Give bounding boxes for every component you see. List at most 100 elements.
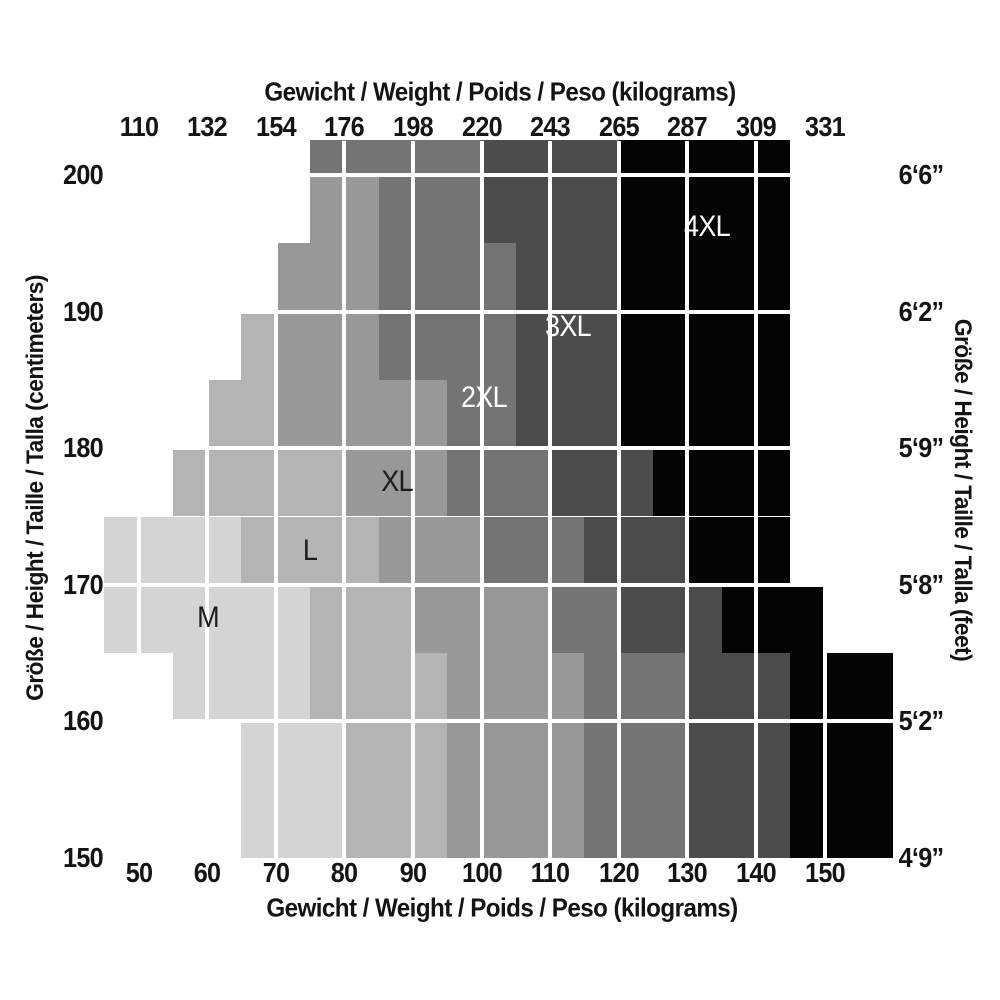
size-cell-4XL xyxy=(790,789,894,858)
size-cell-XL xyxy=(447,653,585,722)
top-tick-label: 331 xyxy=(804,111,846,142)
size-cell-3XL xyxy=(618,584,722,654)
left-tick-label: 160 xyxy=(63,705,104,737)
top-tick-label: 198 xyxy=(392,111,434,142)
size-zone-label-XL: XL xyxy=(381,465,413,499)
grid-line-vertical xyxy=(136,140,141,858)
top-axis-title: Gewicht / Weight / Poids / Peso (kilogra… xyxy=(264,76,736,107)
size-cell-4XL xyxy=(687,516,791,585)
grid-line-vertical xyxy=(273,140,278,858)
size-cell-M xyxy=(241,789,345,858)
top-tick-label: 309 xyxy=(736,111,777,142)
size-cell-M xyxy=(172,653,311,722)
size-cell-L xyxy=(310,584,413,654)
size-cell-3XL xyxy=(515,243,619,312)
bottom-tick-label: 100 xyxy=(461,857,503,888)
size-cell-L xyxy=(241,516,379,585)
size-cell-2XL xyxy=(378,311,516,380)
bottom-tick-label: 50 xyxy=(125,857,152,888)
size-zone-label-L: L xyxy=(302,533,318,567)
size-cell-4XL xyxy=(618,243,791,312)
size-cell-4XL xyxy=(653,448,791,517)
right-tick-label: 4‘9” xyxy=(898,842,944,873)
grid-line-vertical xyxy=(822,140,827,858)
size-cell-3XL xyxy=(687,789,791,858)
bottom-tick-label: 60 xyxy=(193,857,221,888)
left-tick-label: 170 xyxy=(63,568,104,600)
right-tick-label: 5‘8” xyxy=(898,568,944,600)
top-tick-label: 176 xyxy=(324,111,365,142)
size-cell-3XL xyxy=(584,516,688,585)
size-cell-4XL xyxy=(790,721,894,790)
size-zone-label-M: M xyxy=(196,600,220,634)
bottom-tick-label: 150 xyxy=(804,857,846,888)
grid-line-horizontal xyxy=(104,309,894,314)
size-cell-3XL xyxy=(515,311,619,380)
grid-line-vertical xyxy=(753,140,758,858)
size-cell-L xyxy=(344,721,448,790)
size-cell-2XL xyxy=(584,789,688,858)
size-zone-label-2XL: 2XL xyxy=(461,380,508,414)
top-tick-label: 287 xyxy=(667,111,708,142)
size-cell-2XL xyxy=(378,175,482,244)
size-cell-L xyxy=(344,789,448,858)
size-cell-XL xyxy=(447,721,585,790)
top-tick-label: 243 xyxy=(530,111,571,142)
right-tick-label: 5‘9” xyxy=(898,432,944,464)
size-cell-M xyxy=(241,721,345,790)
grid-line-horizontal xyxy=(104,719,894,724)
size-cell-XL xyxy=(275,243,379,312)
bottom-tick-label: 130 xyxy=(667,857,708,888)
left-tick-label: 150 xyxy=(63,842,104,873)
size-cell-L xyxy=(310,653,448,722)
size-cell-M xyxy=(104,516,242,585)
size-cell-XL xyxy=(378,516,482,585)
size-cell-3XL xyxy=(515,379,619,449)
bottom-tick-label: 80 xyxy=(331,857,358,888)
grid-line-vertical xyxy=(342,140,347,858)
size-cell-XL xyxy=(275,311,379,380)
right-axis-title: Größe / Height / Taille / Talla (feet) xyxy=(949,318,976,662)
bottom-tick-label: 120 xyxy=(598,857,640,888)
bottom-tick-label: 90 xyxy=(399,857,427,888)
grid-line-vertical xyxy=(685,140,690,858)
right-tick-label: 5‘2” xyxy=(898,705,944,737)
size-cell-XL xyxy=(344,448,448,517)
size-cell-2XL xyxy=(584,721,688,790)
left-tick-label: 200 xyxy=(63,159,104,190)
size-cell-2XL xyxy=(310,140,482,175)
size-cell-3XL xyxy=(687,721,791,790)
bottom-tick-label: 110 xyxy=(530,857,570,888)
right-tick-label: 6‘6” xyxy=(898,159,944,190)
bottom-tick-label: 140 xyxy=(736,857,777,888)
size-cell-4XL xyxy=(618,175,791,244)
size-cell-4XL xyxy=(618,140,791,175)
grid-line-horizontal xyxy=(104,446,894,451)
top-tick-label: 110 xyxy=(119,111,158,142)
size-cell-4XL xyxy=(790,653,894,722)
grid-line-vertical xyxy=(548,140,553,858)
size-cell-L xyxy=(207,379,276,449)
size-cell-L xyxy=(241,311,276,380)
top-tick-label: 220 xyxy=(461,111,503,142)
grid-line-horizontal xyxy=(104,582,894,587)
left-tick-label: 180 xyxy=(63,432,104,464)
top-tick-label: 265 xyxy=(598,111,640,142)
size-cell-XL xyxy=(447,789,585,858)
size-zone-label-3XL: 3XL xyxy=(545,309,592,343)
grid-line-vertical xyxy=(205,140,210,858)
size-cell-3XL xyxy=(687,653,791,722)
size-cell-3XL xyxy=(550,448,654,517)
size-cell-2XL xyxy=(481,516,585,585)
grid-line-vertical xyxy=(616,140,621,858)
size-cell-2XL xyxy=(378,243,516,312)
size-cell-2XL xyxy=(584,653,688,722)
grid-line-vertical xyxy=(410,140,415,858)
size-cell-XL xyxy=(275,379,448,449)
top-tick-label: 154 xyxy=(255,111,297,142)
size-cell-4XL xyxy=(721,584,825,654)
size-zone-label-4XL: 4XL xyxy=(683,209,731,243)
right-tick-label: 6‘2” xyxy=(898,295,944,327)
size-cell-4XL xyxy=(618,379,791,449)
